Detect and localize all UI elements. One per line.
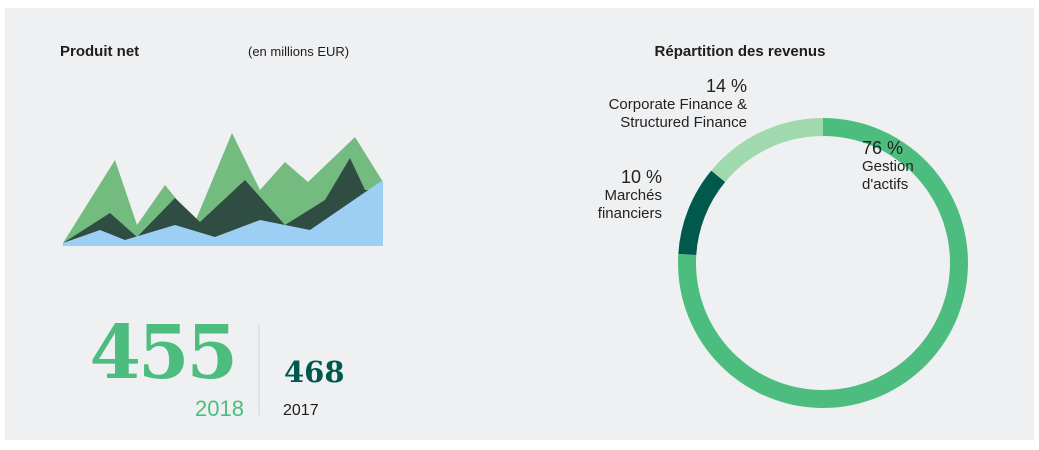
value-label: 14 %	[705, 76, 747, 96]
donut-segment	[711, 118, 823, 183]
section-title: Produit net	[60, 43, 140, 60]
current-year: 2018	[195, 396, 244, 421]
category-label: Corporate Finance & Structured Finance	[608, 96, 747, 131]
segment-label: 76 % Gestion d'actifs	[862, 138, 942, 194]
current-value: 455	[89, 310, 238, 396]
value-label: 10 %	[620, 167, 662, 187]
decorative-area-chart	[63, 133, 383, 246]
value-label: 76 %	[862, 138, 904, 158]
area-mid	[63, 158, 383, 243]
segment-label: 10 % Marchés financiers	[582, 167, 662, 223]
donut-segment	[678, 170, 726, 256]
previous-value: 468	[284, 355, 345, 389]
unit-note: (en millions EUR)	[248, 44, 350, 59]
donut	[677, 118, 968, 409]
category-label: Gestion d'actifs	[862, 158, 914, 193]
area-front	[63, 180, 383, 246]
donut-title: Répartition des revenus	[654, 43, 826, 60]
previous-year: 2017	[283, 402, 319, 419]
segment-label: 14 % Corporate Finance & Structured Finan…	[567, 76, 747, 132]
category-label: Marchés financiers	[597, 187, 662, 222]
